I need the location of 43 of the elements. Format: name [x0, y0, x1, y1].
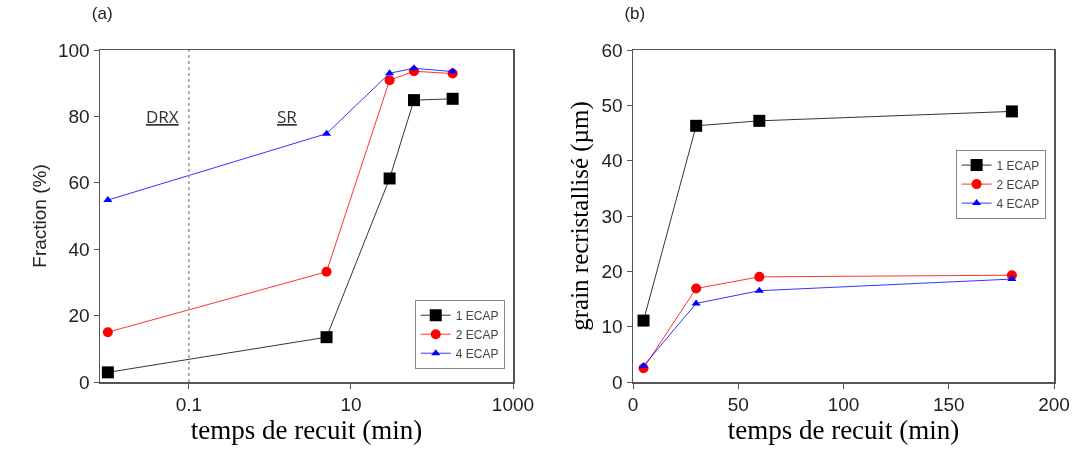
- legend-label: 2 ECAP: [996, 177, 1040, 192]
- y-tick-label: 20: [68, 305, 90, 327]
- point: [1007, 275, 1017, 282]
- legend-label: 4 ECAP: [455, 346, 499, 361]
- y-tick-label: 80: [68, 106, 90, 128]
- x-tick-label: 200: [1038, 394, 1070, 416]
- y-tick-label: 40: [601, 150, 623, 172]
- y-tick-label: 30: [601, 205, 623, 227]
- y-tick-label: 20: [601, 260, 623, 282]
- annotation: SR: [277, 105, 298, 128]
- x-tick-label: 0.1: [175, 394, 203, 416]
- y-tick-label: 0: [79, 371, 90, 393]
- x-tick-label: 1000: [491, 394, 535, 416]
- point: [1005, 105, 1018, 118]
- x-tick-label: 10: [340, 394, 362, 416]
- y-tick-label: 10: [601, 316, 623, 338]
- point: [753, 114, 766, 127]
- x-tick-label: 150: [932, 394, 965, 416]
- point: [691, 283, 702, 294]
- y-tick-label: 100: [58, 39, 90, 61]
- y-tick-label: 60: [68, 172, 90, 194]
- x-axis-title: temps de recuit (min): [727, 415, 960, 446]
- legend-label: 4 ECAP: [996, 196, 1040, 211]
- annotation: DRX: [146, 105, 179, 128]
- legend-label: 1 ECAP: [996, 158, 1040, 173]
- y-tick-label: 50: [601, 94, 623, 116]
- y-axis-title: grain recristallisé (µm): [565, 101, 594, 331]
- y-tick-label: 40: [68, 238, 90, 260]
- x-tick-label: 100: [827, 394, 860, 416]
- x-axis-title: temps de recuit (min): [190, 415, 423, 446]
- point: [754, 271, 765, 282]
- point: [754, 286, 764, 293]
- legend-label: 2 ECAP: [455, 327, 499, 342]
- point: [690, 119, 703, 132]
- legend-label: 1 ECAP: [455, 308, 499, 323]
- x-tick-label: 0: [627, 394, 639, 416]
- y-tick-label: 0: [612, 371, 623, 393]
- y-tick-label: 60: [601, 39, 623, 61]
- chart-title: (a): [91, 3, 113, 23]
- point: [637, 314, 650, 327]
- chart-title: (b): [624, 3, 646, 23]
- y-axis-title: Fraction (%): [29, 164, 51, 268]
- x-tick-label: 50: [727, 394, 749, 416]
